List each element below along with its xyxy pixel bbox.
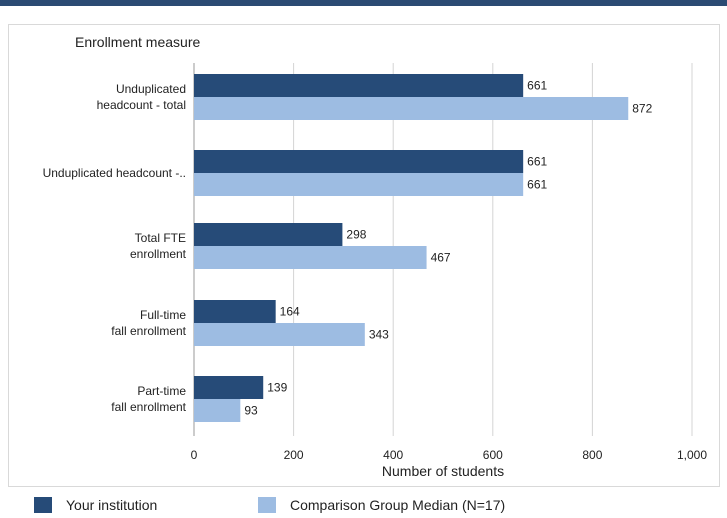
category-label-3-1: fall enrollment [111, 324, 186, 338]
top-accent-rule [0, 0, 727, 6]
data-label-your-institution-3: 164 [280, 305, 300, 319]
bar-comparison-2 [194, 246, 427, 269]
bar-your-institution-0 [194, 74, 524, 97]
legend-swatch-comparison-median [258, 497, 276, 513]
category-label-2-0: Total FTE [135, 231, 186, 245]
legend-label-your-institution: Your institution [66, 497, 158, 513]
category-label-0-1: headcount - total [97, 98, 186, 112]
bar-chart: 0 200 400 600 800 1,000 Enrollment measure Numb… [43, 34, 708, 479]
x-tick-label-600: 600 [483, 448, 503, 462]
category-axis-title: Enrollment measure [75, 34, 200, 50]
category-label-1-0: Unduplicated headcount -.. [43, 166, 186, 180]
legend-swatch-your-institution [34, 497, 52, 513]
data-label-your-institution-4: 139 [267, 381, 287, 395]
category-label-4-0: Part-time [137, 384, 186, 398]
bar-your-institution-3 [194, 300, 276, 323]
bar-your-institution-4 [194, 376, 264, 399]
category-label-0-0: Unduplicated [116, 82, 186, 96]
data-label-comparison-4: 93 [244, 404, 258, 418]
data-label-comparison-2: 467 [431, 251, 451, 265]
data-label-comparison-0: 872 [632, 102, 652, 116]
x-tick-label-400: 400 [383, 448, 403, 462]
chart-legend: Your institution Comparison Group Median… [0, 497, 727, 518]
x-axis-title: Number of students [382, 463, 504, 479]
legend-item-your-institution: Your institution [34, 497, 157, 513]
data-label-your-institution-0: 661 [527, 79, 547, 93]
bar-comparison-1 [194, 173, 524, 196]
data-label-comparison-3: 343 [369, 328, 389, 342]
category-label-2-1: enrollment [130, 247, 187, 261]
data-label-your-institution-1: 661 [527, 155, 547, 169]
legend-label-comparison-median: Comparison Group Median (N=17) [290, 497, 506, 513]
x-tick-label-200: 200 [284, 448, 304, 462]
x-tick-label-0: 0 [191, 448, 198, 462]
bar-comparison-0 [194, 97, 629, 120]
x-tick-label-1000: 1,000 [677, 448, 707, 462]
data-label-comparison-1: 661 [527, 178, 547, 192]
bar-comparison-3 [194, 323, 365, 346]
chart-panel: 0 200 400 600 800 1,000 Enrollment measure Numb… [8, 24, 720, 487]
data-label-your-institution-2: 298 [346, 228, 366, 242]
category-label-3-0: Full-time [140, 308, 186, 322]
category-label-4-1: fall enrollment [111, 400, 186, 414]
bar-comparison-4 [194, 399, 241, 422]
bar-your-institution-2 [194, 223, 343, 246]
legend-item-comparison-median: Comparison Group Median (N=17) [258, 497, 505, 513]
bar-your-institution-1 [194, 150, 524, 173]
x-tick-label-800: 800 [582, 448, 602, 462]
